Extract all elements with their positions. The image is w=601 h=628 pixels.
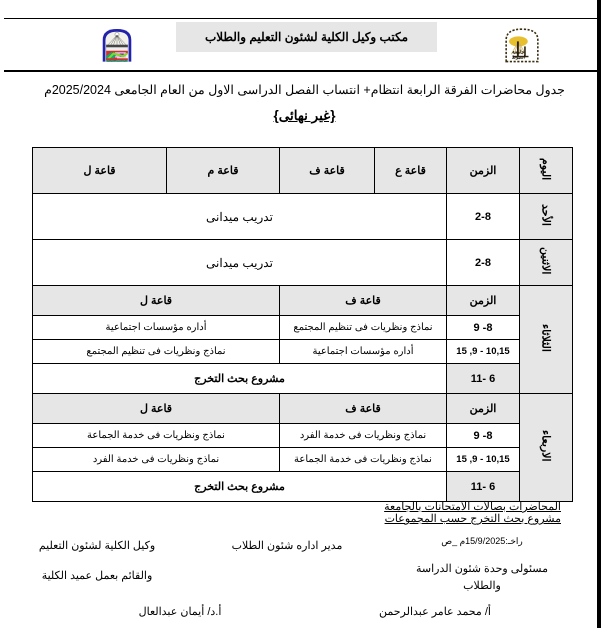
svg-text:اسيوط: اسيوط [512,55,526,61]
svg-text:كلية الخدمة الاجتماعية: كلية الخدمة الاجتماعية [107,59,127,62]
